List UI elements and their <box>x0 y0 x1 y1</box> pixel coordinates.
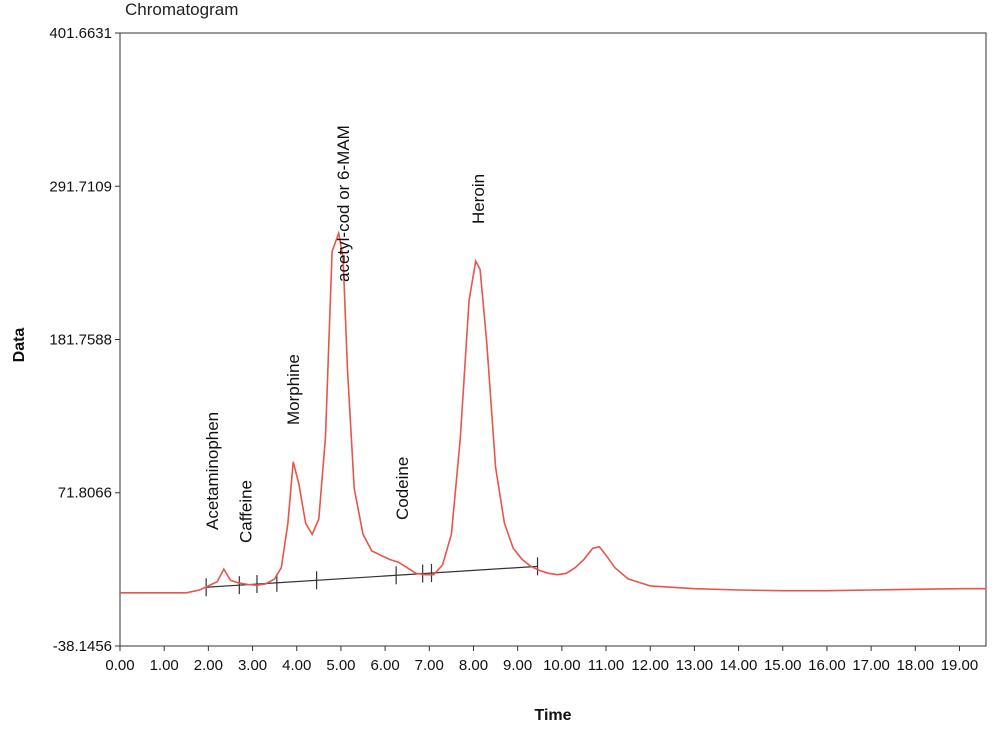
peak-label: acetyl-cod or 6-MAM <box>334 125 353 282</box>
y-axis-ticks: -38.1456 71.8066 181.7588 291.7109 401.6631 <box>49 25 120 655</box>
x-tick-label: 2.00 <box>194 657 223 674</box>
x-tick-label: 15.00 <box>764 657 802 674</box>
x-tick-label: 11.00 <box>588 657 624 674</box>
integration-baseline <box>206 565 538 588</box>
x-tick-label: 1.00 <box>150 657 179 674</box>
peak-label: Heroin <box>469 174 488 224</box>
peak-label: Acetaminophen <box>203 412 222 530</box>
plot-frame <box>119 32 987 647</box>
x-tick-label: 17.00 <box>852 657 890 674</box>
peak-label: Codeine <box>393 457 412 520</box>
peak-markers <box>205 557 539 597</box>
x-tick-label: 19.00 <box>941 657 979 674</box>
x-tick-label: 14.00 <box>720 657 758 674</box>
x-tick-label: 9.00 <box>503 657 532 674</box>
x-tick-label: 13.00 <box>676 657 714 674</box>
chromatogram-trace <box>120 230 986 594</box>
x-axis-ticks: 0.00 1.00 2.00 3.00 4.00 5.00 6.00 7.00 8.00 9.00… <box>105 646 978 674</box>
x-tick-label: 6.00 <box>371 657 400 674</box>
x-tick-label: 5.00 <box>326 657 355 674</box>
y-tick-label: 291.7109 <box>49 178 112 195</box>
x-tick-label: 18.00 <box>897 657 935 674</box>
y-tick-label: 401.6631 <box>49 25 112 42</box>
x-tick-label: 10.00 <box>543 657 581 674</box>
y-axis-title: Data <box>11 328 28 363</box>
y-tick-label: 71.8066 <box>58 485 112 502</box>
x-tick-label: 12.00 <box>631 657 669 674</box>
x-tick-label: 0.00 <box>105 657 134 674</box>
x-tick-label: 8.00 <box>459 657 488 674</box>
x-tick-label: 3.00 <box>238 657 267 674</box>
peak-annotations: Acetaminophen Caffeine Morphine acetyl-cod … <box>203 125 488 543</box>
peak-label: Morphine <box>284 354 303 425</box>
y-tick-label: -38.1456 <box>53 638 112 655</box>
x-tick-label: 16.00 <box>808 657 846 674</box>
x-tick-label: 7.00 <box>415 657 444 674</box>
chart-title: Chromatogram <box>125 0 239 19</box>
x-tick-label: 4.00 <box>282 657 311 674</box>
x-axis-title: Time <box>534 707 571 724</box>
y-tick-label: 181.7588 <box>49 331 112 348</box>
peak-label: Caffeine <box>236 480 255 543</box>
